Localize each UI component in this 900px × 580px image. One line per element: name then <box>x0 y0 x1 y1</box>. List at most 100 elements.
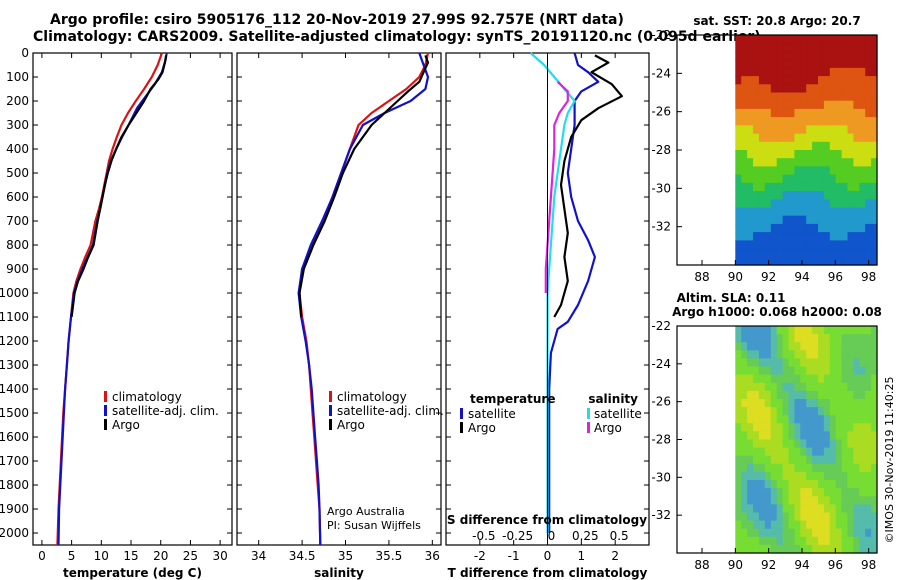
map-cell <box>782 59 790 69</box>
map-cell <box>800 326 807 335</box>
map-cell <box>735 326 742 335</box>
map-cell <box>812 182 819 192</box>
map-cell <box>794 488 801 497</box>
map-cell <box>841 431 849 441</box>
map-cell <box>770 382 778 392</box>
map-cell <box>829 496 837 505</box>
map-cell <box>835 67 843 77</box>
map-cell <box>758 399 766 408</box>
map-cell <box>865 43 872 52</box>
map-cell <box>782 100 790 110</box>
map-cell <box>806 59 813 69</box>
map-cell <box>859 358 866 368</box>
map-cell <box>853 366 860 376</box>
map-cell <box>753 59 760 69</box>
map-cell <box>747 232 754 241</box>
map-cell <box>871 158 878 167</box>
map-cell <box>871 358 878 368</box>
map-cell <box>865 92 872 102</box>
map-cell <box>823 84 831 94</box>
map-cell <box>865 504 872 514</box>
s-tick-label: -0.5 <box>472 529 495 543</box>
map-cell <box>776 256 784 266</box>
map-cell <box>794 536 801 546</box>
map-cell <box>782 43 790 52</box>
map-cell <box>741 158 748 167</box>
map-cell <box>823 199 831 209</box>
map-cell <box>764 215 772 225</box>
map-cell <box>764 528 772 538</box>
map-cell <box>753 374 760 384</box>
map-cell <box>829 366 837 376</box>
map-cell <box>835 342 843 351</box>
map-cell <box>859 480 866 489</box>
map-cell <box>853 342 860 351</box>
map-cell <box>776 166 784 176</box>
map-cell <box>871 125 878 135</box>
map-cell <box>847 215 854 225</box>
map-cell <box>841 399 849 408</box>
map-cell <box>812 223 819 233</box>
panel-frame-salinity <box>236 52 442 546</box>
map-cell <box>841 59 849 69</box>
map-cell <box>823 399 831 408</box>
map-cell <box>758 174 766 184</box>
map-cell <box>841 423 849 432</box>
map-cell <box>829 520 837 530</box>
map-cell <box>812 423 819 432</box>
map-cell <box>753 520 760 530</box>
map-cell <box>764 84 772 94</box>
map-cell <box>871 488 878 497</box>
map-cell <box>841 366 849 376</box>
map-cell <box>847 528 854 538</box>
map-cell <box>776 51 784 61</box>
map-cell <box>853 471 860 481</box>
map-cell <box>735 174 742 184</box>
map-cell <box>812 215 819 225</box>
map-cell <box>829 407 837 416</box>
map-cell <box>865 51 872 61</box>
map-cell <box>794 439 801 449</box>
map-cell <box>788 382 795 392</box>
map-cell <box>788 166 795 176</box>
map-cell <box>788 108 795 118</box>
map-cell <box>788 342 795 351</box>
map-cell <box>794 374 801 384</box>
map-cell <box>747 150 754 159</box>
map-cell <box>859 182 866 192</box>
map-cell <box>823 76 831 85</box>
map-cell <box>835 399 843 408</box>
map-cell <box>823 141 831 151</box>
map-cell <box>859 76 866 85</box>
map-cell <box>788 76 795 85</box>
map-cell <box>782 423 790 432</box>
map-cell <box>871 447 878 457</box>
map-cell <box>829 199 837 209</box>
map-cell <box>776 496 784 505</box>
legend-swatch <box>587 422 590 433</box>
map-cell <box>841 544 849 554</box>
map-cell <box>812 67 819 77</box>
map-cell <box>770 76 778 85</box>
map-cell <box>794 150 801 159</box>
map-cell <box>747 256 754 266</box>
map-cell <box>859 92 866 102</box>
map-cell <box>764 496 772 505</box>
map-cell <box>806 133 813 143</box>
map-cell <box>800 100 807 110</box>
map-cell <box>735 528 742 538</box>
map-cell <box>741 366 748 376</box>
map-cell <box>853 463 860 473</box>
map-cell <box>847 390 854 400</box>
map-cell <box>818 133 825 143</box>
map-cell <box>735 407 742 416</box>
map-cell <box>812 150 819 159</box>
map-cell <box>859 215 866 225</box>
map-cell <box>800 67 807 77</box>
map-cell <box>782 223 790 233</box>
map-cell <box>770 399 778 408</box>
map-cell <box>859 512 866 522</box>
map-cell <box>741 480 748 489</box>
map-cell <box>770 350 778 359</box>
map-cell <box>871 35 878 44</box>
